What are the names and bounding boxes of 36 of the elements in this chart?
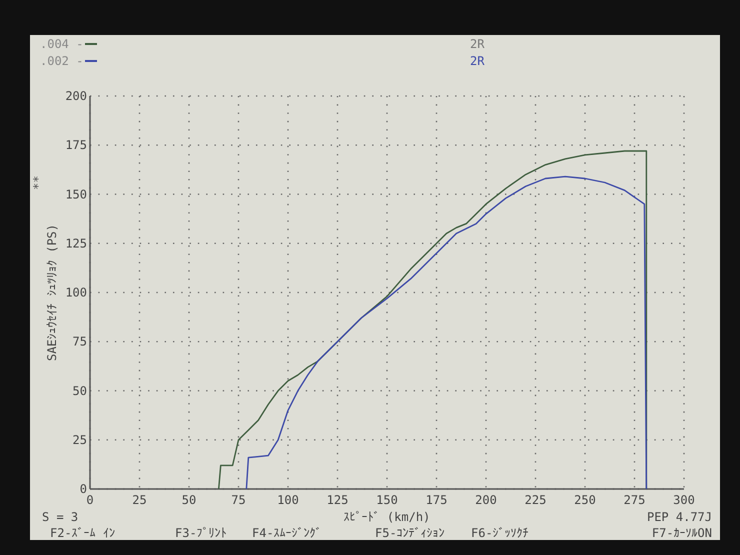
text: F5-ｺﾝﾃﾞｨｼｮﾝ xyxy=(375,526,445,540)
y-tick-label: 175 xyxy=(65,138,87,152)
x-tick-label: 300 xyxy=(673,493,695,507)
text: F2-ｽﾞｰﾑ ｲﾝ xyxy=(50,526,115,540)
x-tick-label: 225 xyxy=(524,493,546,507)
legend-label: .004 - xyxy=(40,37,84,51)
text: S = 3 xyxy=(42,510,78,524)
x-tick-label: 150 xyxy=(376,493,398,507)
y-tick-label: 200 xyxy=(65,89,87,103)
x-tick-label: 75 xyxy=(231,493,246,507)
text: F6-ｼﾞｯｿｸﾁ xyxy=(471,526,529,540)
y-tick-label: 75 xyxy=(72,334,87,349)
x-tick-label: 25 xyxy=(132,493,147,507)
text: 2R xyxy=(470,54,486,68)
y-tick-label: 50 xyxy=(72,384,87,398)
y-tick-label: 100 xyxy=(65,286,87,300)
y-tick-label: 0 xyxy=(80,482,87,496)
y-tick-label: 25 xyxy=(72,432,87,447)
text: F4-ｽﾑｰｼﾞﾝｸﾞ xyxy=(252,526,322,540)
x-tick-label: 175 xyxy=(426,493,448,507)
y-tick-label: 125 xyxy=(65,236,87,250)
x-tick-label: 250 xyxy=(574,493,596,507)
x-tick-label: 200 xyxy=(475,493,497,507)
text: ** xyxy=(31,176,45,190)
text: F3-ﾌﾟﾘﾝﾄ xyxy=(175,526,227,540)
x-tick-label: 125 xyxy=(326,493,348,507)
x-tick-label: 275 xyxy=(624,493,646,507)
x-axis-title: ｽﾋﾟｰﾄﾞ (km/h) xyxy=(344,510,430,524)
text: PEP 4.77J xyxy=(646,510,712,524)
y-axis-title: SAEｼｭｳｾｲﾁ ｼｭﾂﾘｮｸ (PS) xyxy=(45,224,59,362)
text: 2R xyxy=(470,37,486,51)
y-tick-label: 150 xyxy=(65,187,87,202)
x-tick-label: 100 xyxy=(277,493,299,507)
text: F7-ｶｰｿﾙON xyxy=(652,526,712,540)
legend-label: .002 - xyxy=(40,54,84,68)
x-tick-label: 50 xyxy=(182,493,196,507)
